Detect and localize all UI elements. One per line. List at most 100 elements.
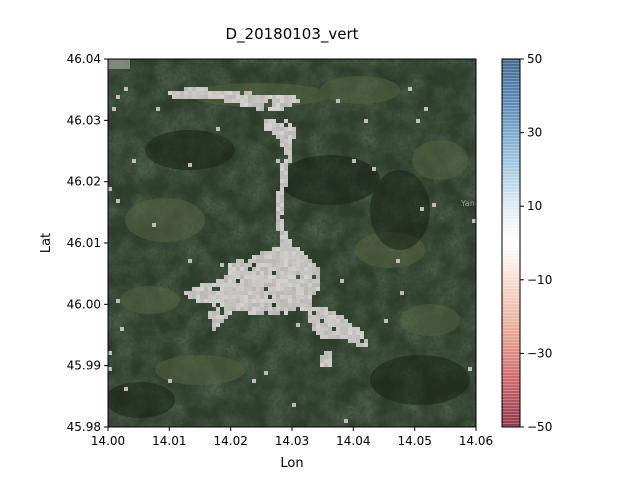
- urban-pixel: [288, 283, 292, 287]
- urban-pixel: [196, 295, 200, 299]
- y-tick-label: 46.01: [67, 236, 101, 250]
- urban-pixel: [280, 275, 284, 279]
- urban-pixel: [284, 147, 288, 151]
- urban-pixel: [212, 303, 216, 307]
- urban-pixel: [188, 163, 192, 167]
- urban-pixel: [168, 91, 172, 95]
- urban-pixel: [408, 87, 412, 91]
- urban-pixel: [208, 299, 212, 303]
- urban-pixel: [272, 283, 276, 287]
- urban-pixel: [364, 343, 368, 347]
- urban-pixel: [264, 295, 268, 299]
- urban-pixel: [280, 255, 284, 259]
- urban-pixel: [264, 283, 268, 287]
- urban-pixel: [256, 283, 260, 287]
- urban-pixel: [208, 291, 212, 295]
- urban-pixel: [276, 255, 280, 259]
- urban-pixel: [316, 271, 320, 275]
- urban-pixel: [184, 91, 188, 95]
- urban-pixel: [472, 219, 476, 223]
- urban-pixel: [300, 259, 304, 263]
- urban-pixel: [288, 263, 292, 267]
- urban-pixel: [312, 271, 316, 275]
- urban-pixel: [232, 287, 236, 291]
- urban-pixel: [256, 271, 260, 275]
- urban-pixel: [260, 251, 264, 255]
- urban-pixel: [292, 127, 296, 131]
- urban-pixel: [268, 107, 272, 111]
- urban-pixel: [308, 271, 312, 275]
- urban-pixel: [272, 95, 276, 99]
- urban-pixel: [276, 131, 280, 135]
- urban-pixel: [212, 95, 216, 99]
- urban-pixel: [284, 303, 288, 307]
- urban-pixel: [220, 263, 224, 267]
- urban-pixel: [280, 207, 284, 211]
- urban-pixel: [352, 331, 356, 335]
- urban-pixel: [248, 271, 252, 275]
- urban-pixel: [240, 291, 244, 295]
- urban-pixel: [208, 315, 212, 319]
- urban-pixel: [284, 311, 288, 315]
- urban-pixel: [280, 259, 284, 263]
- urban-pixel: [272, 287, 276, 291]
- urban-pixel: [328, 359, 332, 363]
- urban-pixel: [188, 87, 192, 91]
- urban-pixel: [276, 203, 280, 207]
- urban-pixel: [328, 363, 332, 367]
- urban-pixel: [216, 127, 220, 131]
- urban-pixel: [236, 291, 240, 295]
- urban-pixel: [264, 275, 268, 279]
- urban-pixel: [296, 299, 300, 303]
- urban-pixel: [244, 291, 248, 295]
- urban-pixel: [244, 283, 248, 287]
- urban-pixel: [232, 99, 236, 103]
- urban-pixel: [232, 291, 236, 295]
- urban-pixel: [272, 99, 276, 103]
- urban-pixel: [316, 275, 320, 279]
- urban-pixel: [204, 87, 208, 91]
- urban-pixel: [212, 91, 216, 95]
- urban-pixel: [308, 275, 312, 279]
- urban-pixel: [204, 95, 208, 99]
- x-tick-label: 14.02: [213, 434, 247, 448]
- urban-pixel: [264, 299, 268, 303]
- urban-pixel: [252, 307, 256, 311]
- urban-pixel: [288, 287, 292, 291]
- urban-pixel: [248, 279, 252, 283]
- urban-pixel: [260, 303, 264, 307]
- urban-pixel: [248, 291, 252, 295]
- urban-pixel: [276, 223, 280, 227]
- urban-pixel: [256, 307, 260, 311]
- urban-pixel: [288, 271, 292, 275]
- urban-pixel: [292, 255, 296, 259]
- urban-pixel: [124, 387, 128, 391]
- urban-pixel: [220, 303, 224, 307]
- urban-pixel: [304, 255, 308, 259]
- urban-pixel: [200, 291, 204, 295]
- urban-pixel: [272, 123, 276, 127]
- urban-pixel: [308, 303, 312, 307]
- urban-pixel: [232, 303, 236, 307]
- urban-pixel: [196, 291, 200, 295]
- urban-pixel: [256, 299, 260, 303]
- urban-pixel: [312, 267, 316, 271]
- urban-pixel: [236, 263, 240, 267]
- urban-pixel: [256, 295, 260, 299]
- urban-pixel: [280, 307, 284, 311]
- urban-pixel: [260, 255, 264, 259]
- urban-pixel: [268, 119, 272, 123]
- urban-pixel: [252, 95, 256, 99]
- urban-pixel: [292, 299, 296, 303]
- urban-pixel: [416, 119, 420, 123]
- urban-pixel: [284, 167, 288, 171]
- urban-pixel: [256, 263, 260, 267]
- urban-pixel: [320, 315, 324, 319]
- urban-pixel: [272, 127, 276, 131]
- urban-pixel: [328, 323, 332, 327]
- urban-pixel: [312, 319, 316, 323]
- urban-pixel: [320, 307, 324, 311]
- urban-pixel: [232, 275, 236, 279]
- urban-pixel: [232, 271, 236, 275]
- urban-pixel: [268, 299, 272, 303]
